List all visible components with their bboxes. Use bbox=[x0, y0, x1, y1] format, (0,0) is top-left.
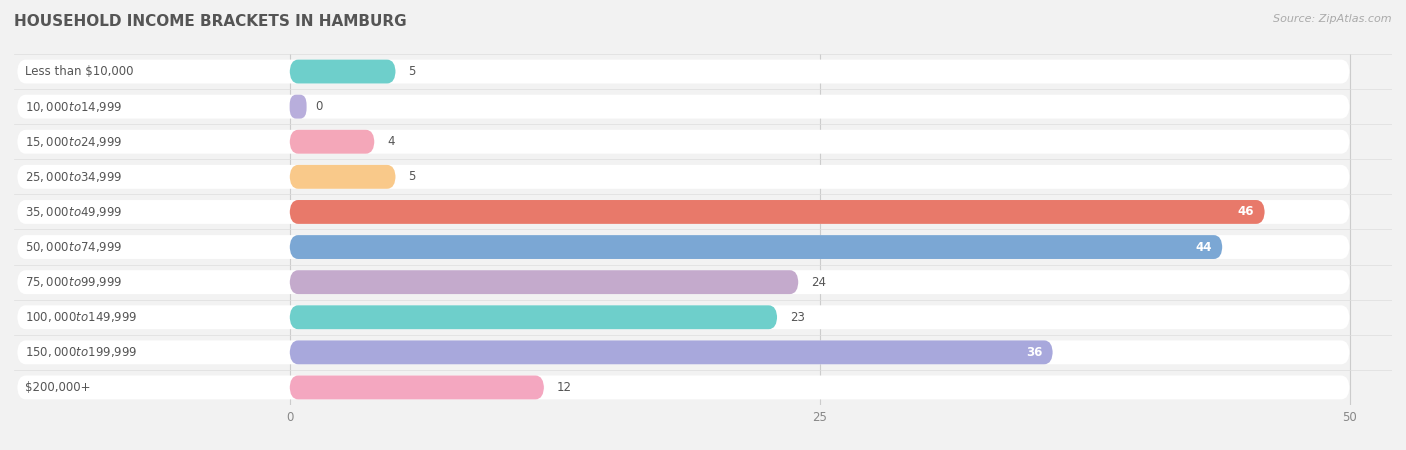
Text: 5: 5 bbox=[408, 65, 416, 78]
Text: 23: 23 bbox=[790, 311, 804, 324]
Text: Source: ZipAtlas.com: Source: ZipAtlas.com bbox=[1274, 14, 1392, 23]
Text: $25,000 to $34,999: $25,000 to $34,999 bbox=[25, 170, 122, 184]
Text: $10,000 to $14,999: $10,000 to $14,999 bbox=[25, 99, 122, 114]
Text: 44: 44 bbox=[1195, 241, 1212, 253]
FancyBboxPatch shape bbox=[290, 305, 778, 329]
Text: $200,000+: $200,000+ bbox=[25, 381, 90, 394]
Text: $150,000 to $199,999: $150,000 to $199,999 bbox=[25, 345, 136, 360]
FancyBboxPatch shape bbox=[17, 375, 1350, 400]
Text: $50,000 to $74,999: $50,000 to $74,999 bbox=[25, 240, 122, 254]
Text: 4: 4 bbox=[387, 135, 395, 148]
FancyBboxPatch shape bbox=[290, 94, 307, 119]
FancyBboxPatch shape bbox=[17, 59, 1350, 84]
Text: 36: 36 bbox=[1026, 346, 1042, 359]
FancyBboxPatch shape bbox=[17, 165, 1350, 189]
FancyBboxPatch shape bbox=[17, 130, 1350, 154]
Text: Less than $10,000: Less than $10,000 bbox=[25, 65, 134, 78]
Text: HOUSEHOLD INCOME BRACKETS IN HAMBURG: HOUSEHOLD INCOME BRACKETS IN HAMBURG bbox=[14, 14, 406, 28]
FancyBboxPatch shape bbox=[290, 270, 799, 294]
FancyBboxPatch shape bbox=[17, 270, 1350, 294]
FancyBboxPatch shape bbox=[17, 200, 1350, 224]
Text: $15,000 to $24,999: $15,000 to $24,999 bbox=[25, 135, 122, 149]
FancyBboxPatch shape bbox=[17, 94, 1350, 119]
Text: 0: 0 bbox=[315, 100, 322, 113]
FancyBboxPatch shape bbox=[17, 305, 1350, 329]
FancyBboxPatch shape bbox=[290, 59, 395, 84]
Text: 5: 5 bbox=[408, 171, 416, 183]
Text: $100,000 to $149,999: $100,000 to $149,999 bbox=[25, 310, 136, 324]
FancyBboxPatch shape bbox=[290, 235, 1222, 259]
FancyBboxPatch shape bbox=[290, 165, 395, 189]
Text: $35,000 to $49,999: $35,000 to $49,999 bbox=[25, 205, 122, 219]
Text: 12: 12 bbox=[557, 381, 572, 394]
Text: $75,000 to $99,999: $75,000 to $99,999 bbox=[25, 275, 122, 289]
FancyBboxPatch shape bbox=[290, 375, 544, 400]
FancyBboxPatch shape bbox=[290, 130, 374, 154]
Text: 24: 24 bbox=[811, 276, 827, 288]
Text: 46: 46 bbox=[1237, 206, 1254, 218]
FancyBboxPatch shape bbox=[17, 340, 1350, 364]
FancyBboxPatch shape bbox=[290, 200, 1265, 224]
FancyBboxPatch shape bbox=[290, 340, 1053, 364]
FancyBboxPatch shape bbox=[17, 235, 1350, 259]
